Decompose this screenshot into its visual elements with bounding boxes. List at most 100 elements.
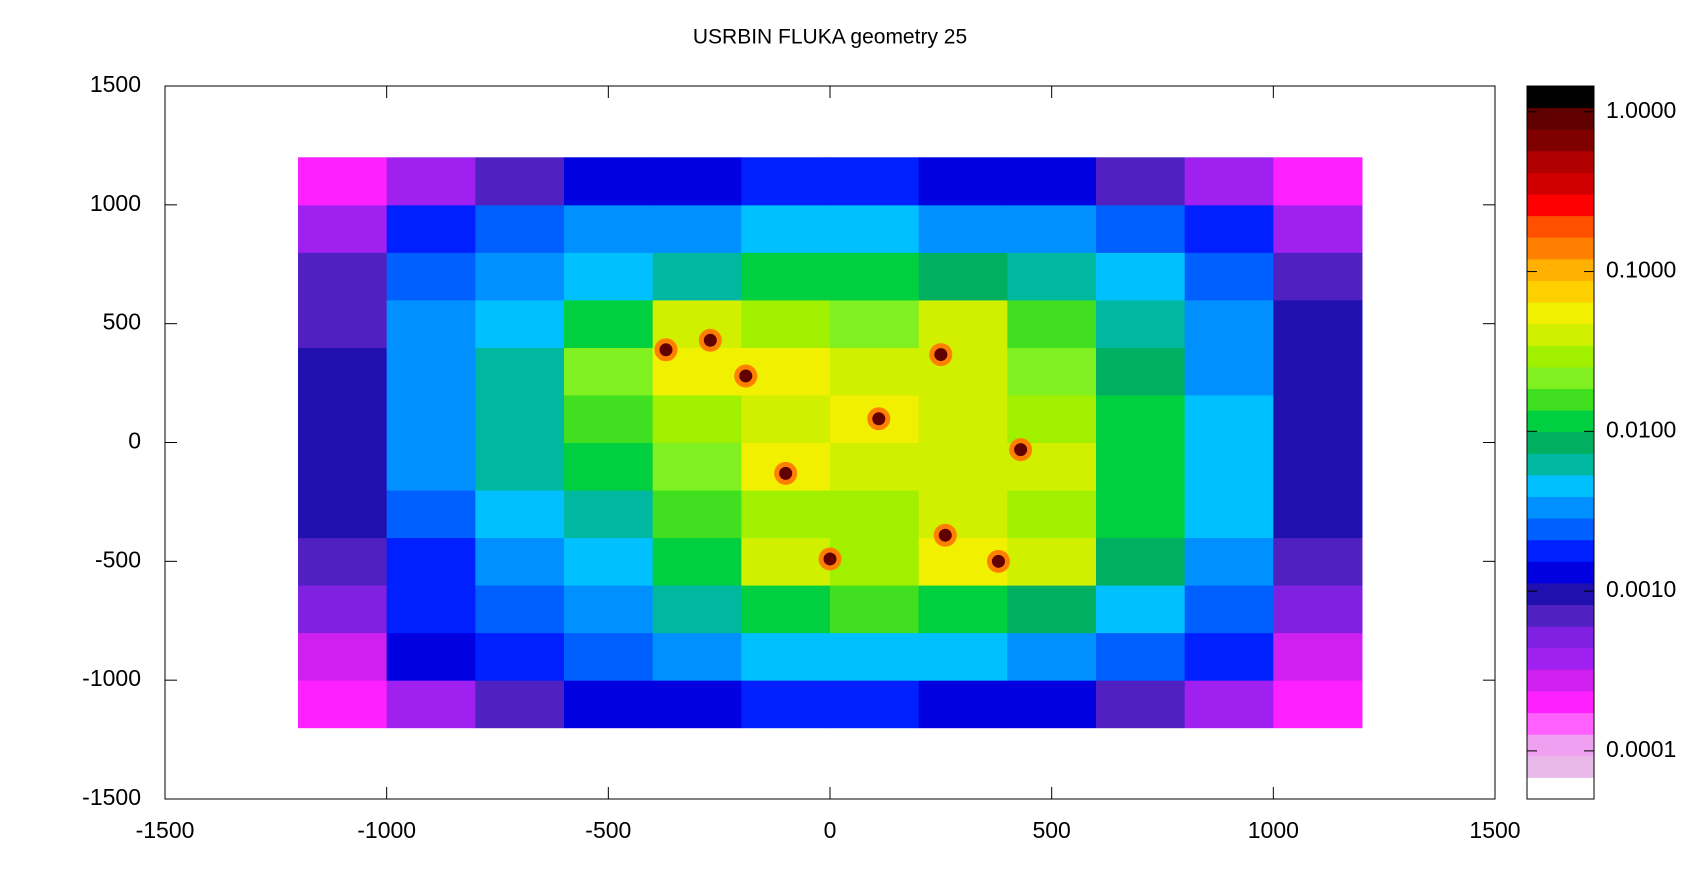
colorbar-band bbox=[1527, 539, 1594, 562]
colorbar-band bbox=[1527, 777, 1594, 800]
x-tick-label: 1500 bbox=[1469, 817, 1520, 843]
heat-cell bbox=[386, 157, 476, 206]
heat-cell bbox=[830, 299, 920, 348]
heat-cell bbox=[1184, 204, 1274, 253]
heat-cell bbox=[564, 157, 654, 206]
heat-cell bbox=[564, 347, 654, 396]
heat-cell bbox=[386, 299, 476, 348]
colorbar-tick-label: 0.0001 bbox=[1606, 736, 1676, 762]
heat-cell bbox=[1096, 252, 1186, 301]
heat-cell bbox=[652, 394, 742, 443]
heat-cell bbox=[1184, 252, 1274, 301]
x-tick-label: 0 bbox=[824, 817, 837, 843]
heat-cell bbox=[475, 442, 565, 491]
hot-spot bbox=[698, 328, 722, 352]
colorbar-band bbox=[1527, 431, 1594, 454]
colorbar-tick-label: 0.0100 bbox=[1606, 416, 1676, 442]
colorbar-band bbox=[1527, 86, 1594, 109]
colorbar-band bbox=[1527, 712, 1594, 735]
colorbar-band bbox=[1527, 107, 1594, 130]
heat-cell bbox=[741, 490, 831, 539]
heat-cell bbox=[298, 299, 388, 348]
heat-cell bbox=[1007, 299, 1097, 348]
heat-cell bbox=[564, 252, 654, 301]
heat-cell bbox=[564, 394, 654, 443]
heat-cell bbox=[386, 490, 476, 539]
heat-cell bbox=[475, 490, 565, 539]
heat-cell bbox=[830, 442, 920, 491]
heat-cell bbox=[1273, 394, 1363, 443]
colorbar-band bbox=[1527, 755, 1594, 778]
x-tick-label: -1500 bbox=[136, 817, 195, 843]
chart-title: USRBIN FLUKA geometry 25 bbox=[693, 26, 967, 49]
heat-cell bbox=[386, 537, 476, 586]
heat-cell bbox=[1096, 680, 1186, 729]
heat-cell bbox=[830, 252, 920, 301]
y-tick-label: 0 bbox=[128, 428, 141, 454]
heat-cell bbox=[1007, 157, 1097, 206]
heat-cell bbox=[1184, 490, 1274, 539]
colorbar-frame bbox=[1526, 85, 1595, 800]
heat-cell bbox=[1273, 490, 1363, 539]
heat-cell bbox=[298, 252, 388, 301]
colorbar-tick-label: 0.0010 bbox=[1606, 576, 1676, 602]
heat-cell bbox=[298, 157, 388, 206]
hot-spot bbox=[818, 547, 842, 571]
colorbar-band bbox=[1527, 215, 1594, 238]
heat-cell bbox=[1273, 680, 1363, 729]
heat-cell bbox=[1184, 299, 1274, 348]
colorbar-tick-label: 1.0000 bbox=[1606, 97, 1676, 123]
heat-cell bbox=[475, 157, 565, 206]
heat-cell bbox=[1007, 490, 1097, 539]
heat-cell bbox=[1273, 299, 1363, 348]
colorbar-band bbox=[1527, 323, 1594, 346]
heat-cell bbox=[298, 490, 388, 539]
heat-cell bbox=[475, 585, 565, 634]
heat-cell bbox=[1096, 585, 1186, 634]
heat-cell bbox=[918, 252, 1008, 301]
heat-cell bbox=[830, 632, 920, 681]
heat-cell bbox=[741, 632, 831, 681]
heat-cell bbox=[652, 442, 742, 491]
heat-cell bbox=[1273, 585, 1363, 634]
colorbar-band bbox=[1527, 734, 1594, 757]
heat-cell bbox=[298, 442, 388, 491]
heat-cell bbox=[652, 490, 742, 539]
heat-cell bbox=[298, 537, 388, 586]
heat-cell bbox=[741, 299, 831, 348]
heat-cell bbox=[1273, 442, 1363, 491]
heat-cell bbox=[1184, 585, 1274, 634]
heat-cell bbox=[564, 585, 654, 634]
x-tick-label: -500 bbox=[585, 817, 631, 843]
colorbar-band bbox=[1527, 582, 1594, 606]
hot-spot bbox=[929, 343, 953, 367]
heat-cell bbox=[564, 490, 654, 539]
x-tick-label: 500 bbox=[1032, 817, 1070, 843]
heat-cell bbox=[564, 204, 654, 253]
heat-cell bbox=[652, 680, 742, 729]
heat-cell bbox=[298, 585, 388, 634]
heat-cell bbox=[1096, 157, 1186, 206]
hot-spot bbox=[654, 338, 678, 362]
colorbar-band bbox=[1527, 669, 1594, 692]
heat-cell bbox=[1096, 204, 1186, 253]
heat-cell bbox=[1096, 299, 1186, 348]
hot-spot bbox=[1009, 438, 1033, 462]
heat-cell bbox=[475, 632, 565, 681]
heat-cell bbox=[1007, 204, 1097, 253]
colorbar-band bbox=[1527, 690, 1594, 714]
heat-cell bbox=[298, 680, 388, 729]
heat-cell bbox=[564, 299, 654, 348]
heat-cell bbox=[475, 252, 565, 301]
heat-cell bbox=[652, 252, 742, 301]
colorbar-band bbox=[1527, 345, 1594, 368]
heat-cell bbox=[386, 204, 476, 253]
heat-cell bbox=[830, 537, 920, 586]
heat-cell bbox=[564, 442, 654, 491]
heat-cell bbox=[830, 585, 920, 634]
heat-cell bbox=[1273, 537, 1363, 586]
heat-cell bbox=[1184, 680, 1274, 729]
heat-cell bbox=[564, 680, 654, 729]
heat-cell bbox=[1096, 537, 1186, 586]
colorbar-tick-label: 0.1000 bbox=[1606, 257, 1676, 283]
